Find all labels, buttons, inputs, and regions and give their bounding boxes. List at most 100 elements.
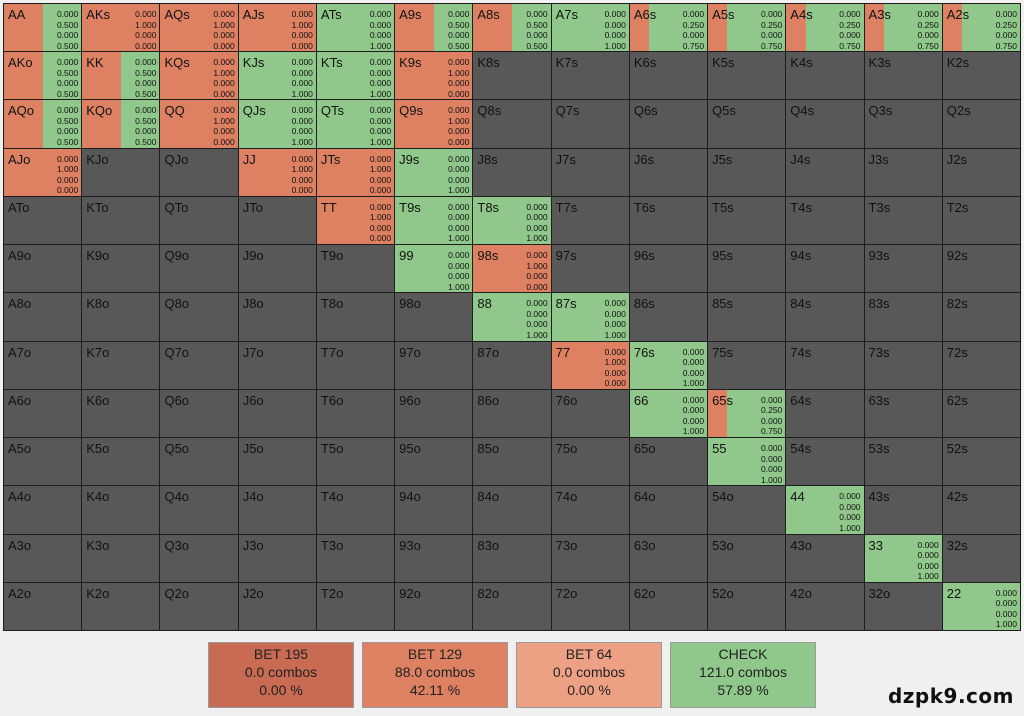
hand-cell[interactable]: T5s bbox=[708, 196, 786, 245]
hand-cell[interactable]: 0.000 0.000 0.000 1.000 44 bbox=[786, 486, 864, 534]
hand-cell[interactable]: 93s bbox=[864, 245, 942, 293]
hand-cell[interactable]: 0.000 1.000 0.000 0.000 AJo bbox=[4, 148, 82, 196]
hand-cell[interactable]: 0.000 0.250 0.000 0.750 A5s bbox=[708, 4, 786, 52]
hand-cell[interactable]: 97o bbox=[395, 341, 473, 389]
hand-cell[interactable]: A5o bbox=[4, 438, 82, 486]
hand-cell[interactable]: 97s bbox=[551, 245, 629, 293]
hand-cell[interactable]: A6o bbox=[4, 389, 82, 438]
hand-cell[interactable]: JTo bbox=[238, 196, 316, 245]
hand-cell[interactable]: 0.000 0.000 0.000 1.000 22 bbox=[942, 582, 1020, 630]
hand-cell[interactable]: 0.000 0.000 0.000 1.000 A7s bbox=[551, 4, 629, 52]
hand-cell[interactable]: T6s bbox=[629, 196, 708, 245]
hand-cell[interactable]: 53o bbox=[708, 534, 786, 582]
hand-cell[interactable]: J5o bbox=[238, 438, 316, 486]
hand-cell[interactable]: K2s bbox=[942, 52, 1020, 100]
hand-cell[interactable]: 0.000 0.500 0.000 0.500 KK bbox=[82, 52, 160, 100]
hand-cell[interactable]: T2o bbox=[316, 582, 395, 630]
hand-cell[interactable]: K7s bbox=[551, 52, 629, 100]
hand-cell[interactable]: K6o bbox=[82, 389, 160, 438]
hand-cell[interactable]: 0.000 0.000 0.000 1.000 99 bbox=[395, 245, 473, 293]
hand-cell[interactable]: 0.000 0.500 0.000 0.500 KQo bbox=[82, 100, 160, 148]
hand-cell[interactable]: 82s bbox=[942, 293, 1020, 341]
hand-cell[interactable]: Q4o bbox=[160, 486, 238, 534]
hand-cell[interactable]: J4s bbox=[786, 148, 864, 196]
hand-cell[interactable]: 54s bbox=[786, 438, 864, 486]
hand-cell[interactable]: 75o bbox=[551, 438, 629, 486]
hand-cell[interactable]: J8o bbox=[238, 293, 316, 341]
hand-cell[interactable]: 0.000 0.500 0.000 0.500 A9s bbox=[395, 4, 473, 52]
hand-cell[interactable]: 0.000 0.000 0.000 1.000 76s bbox=[629, 341, 708, 389]
hand-cell[interactable]: J2o bbox=[238, 582, 316, 630]
hand-cell[interactable]: 74s bbox=[786, 341, 864, 389]
hand-cell[interactable]: 0.000 1.000 0.000 0.000 KQs bbox=[160, 52, 238, 100]
hand-cell[interactable]: 0.000 0.000 0.000 1.000 88 bbox=[473, 293, 551, 341]
hand-cell[interactable]: 83s bbox=[864, 293, 942, 341]
hand-cell[interactable]: K8s bbox=[473, 52, 551, 100]
hand-cell[interactable]: Q7s bbox=[551, 100, 629, 148]
hand-cell[interactable]: 96o bbox=[395, 389, 473, 438]
hand-cell[interactable]: 95s bbox=[708, 245, 786, 293]
hand-cell[interactable]: 0.000 1.000 0.000 0.000 98s bbox=[473, 245, 551, 293]
hand-cell[interactable]: Q2s bbox=[942, 100, 1020, 148]
hand-cell[interactable]: K4o bbox=[82, 486, 160, 534]
hand-cell[interactable]: Q7o bbox=[160, 341, 238, 389]
hand-cell[interactable]: K8o bbox=[82, 293, 160, 341]
hand-cell[interactable]: 84o bbox=[473, 486, 551, 534]
hand-cell[interactable]: A9o bbox=[4, 245, 82, 293]
hand-cell[interactable]: 82o bbox=[473, 582, 551, 630]
hand-cell[interactable]: 86o bbox=[473, 389, 551, 438]
hand-cell[interactable]: A2o bbox=[4, 582, 82, 630]
hand-cell[interactable]: 76o bbox=[551, 389, 629, 438]
hand-cell[interactable]: 93o bbox=[395, 534, 473, 582]
hand-cell[interactable]: KTo bbox=[82, 196, 160, 245]
hand-cell[interactable]: J5s bbox=[708, 148, 786, 196]
hand-cell[interactable]: K9o bbox=[82, 245, 160, 293]
hand-cell[interactable]: T8o bbox=[316, 293, 395, 341]
hand-cell[interactable]: Q8s bbox=[473, 100, 551, 148]
hand-cell[interactable]: 52s bbox=[942, 438, 1020, 486]
hand-cell[interactable]: 94s bbox=[786, 245, 864, 293]
hand-cell[interactable]: Q9o bbox=[160, 245, 238, 293]
hand-cell[interactable]: 0.000 0.000 0.000 1.000 KJs bbox=[238, 52, 316, 100]
hand-cell[interactable]: Q6o bbox=[160, 389, 238, 438]
hand-cell[interactable]: 0.000 1.000 0.000 0.000 Q9s bbox=[395, 100, 473, 148]
hand-cell[interactable]: KJo bbox=[82, 148, 160, 196]
legend-check[interactable]: CHECK 121.0 combos 57.89 % bbox=[670, 642, 816, 708]
legend-bet-129[interactable]: BET 129 88.0 combos 42.11 % bbox=[362, 642, 508, 708]
hand-cell[interactable]: 92s bbox=[942, 245, 1020, 293]
hand-cell[interactable]: QJo bbox=[160, 148, 238, 196]
hand-cell[interactable]: J7s bbox=[551, 148, 629, 196]
hand-cell[interactable]: 0.000 0.500 0.000 0.500 AA bbox=[4, 4, 82, 52]
hand-cell[interactable]: 0.000 1.000 0.000 0.000 AJs bbox=[238, 4, 316, 52]
hand-cell[interactable]: J3o bbox=[238, 534, 316, 582]
hand-cell[interactable]: ATo bbox=[4, 196, 82, 245]
hand-cell[interactable]: T7o bbox=[316, 341, 395, 389]
hand-cell[interactable]: 83o bbox=[473, 534, 551, 582]
hand-cell[interactable]: K5o bbox=[82, 438, 160, 486]
hand-cell[interactable]: 0.000 0.000 0.000 1.000 ATs bbox=[316, 4, 395, 52]
hand-cell[interactable]: J6s bbox=[629, 148, 708, 196]
hand-cell[interactable]: K3o bbox=[82, 534, 160, 582]
hand-cell[interactable]: 65o bbox=[629, 438, 708, 486]
hand-cell[interactable]: 0.000 1.000 0.000 0.000 JTs bbox=[316, 148, 395, 196]
hand-cell[interactable]: 42s bbox=[942, 486, 1020, 534]
hand-cell[interactable]: 84s bbox=[786, 293, 864, 341]
hand-cell[interactable]: 0.000 0.000 0.000 1.000 J9s bbox=[395, 148, 473, 196]
hand-cell[interactable]: 64s bbox=[786, 389, 864, 438]
hand-cell[interactable]: Q3o bbox=[160, 534, 238, 582]
hand-cell[interactable]: J6o bbox=[238, 389, 316, 438]
hand-cell[interactable]: 32o bbox=[864, 582, 942, 630]
hand-cell[interactable]: 43o bbox=[786, 534, 864, 582]
hand-cell[interactable]: J8s bbox=[473, 148, 551, 196]
hand-cell[interactable]: 42o bbox=[786, 582, 864, 630]
hand-cell[interactable]: 63s bbox=[864, 389, 942, 438]
hand-cell[interactable]: 0.000 0.000 0.000 1.000 QJs bbox=[238, 100, 316, 148]
hand-cell[interactable]: K7o bbox=[82, 341, 160, 389]
hand-cell[interactable]: 0.000 0.000 0.000 1.000 T9s bbox=[395, 196, 473, 245]
hand-cell[interactable]: 0.000 1.000 0.000 0.000 77 bbox=[551, 341, 629, 389]
hand-cell[interactable]: 92o bbox=[395, 582, 473, 630]
hand-cell[interactable]: T2s bbox=[942, 196, 1020, 245]
hand-cell[interactable]: 0.000 0.250 0.000 0.750 A4s bbox=[786, 4, 864, 52]
hand-cell[interactable]: T9o bbox=[316, 245, 395, 293]
hand-cell[interactable]: 98o bbox=[395, 293, 473, 341]
